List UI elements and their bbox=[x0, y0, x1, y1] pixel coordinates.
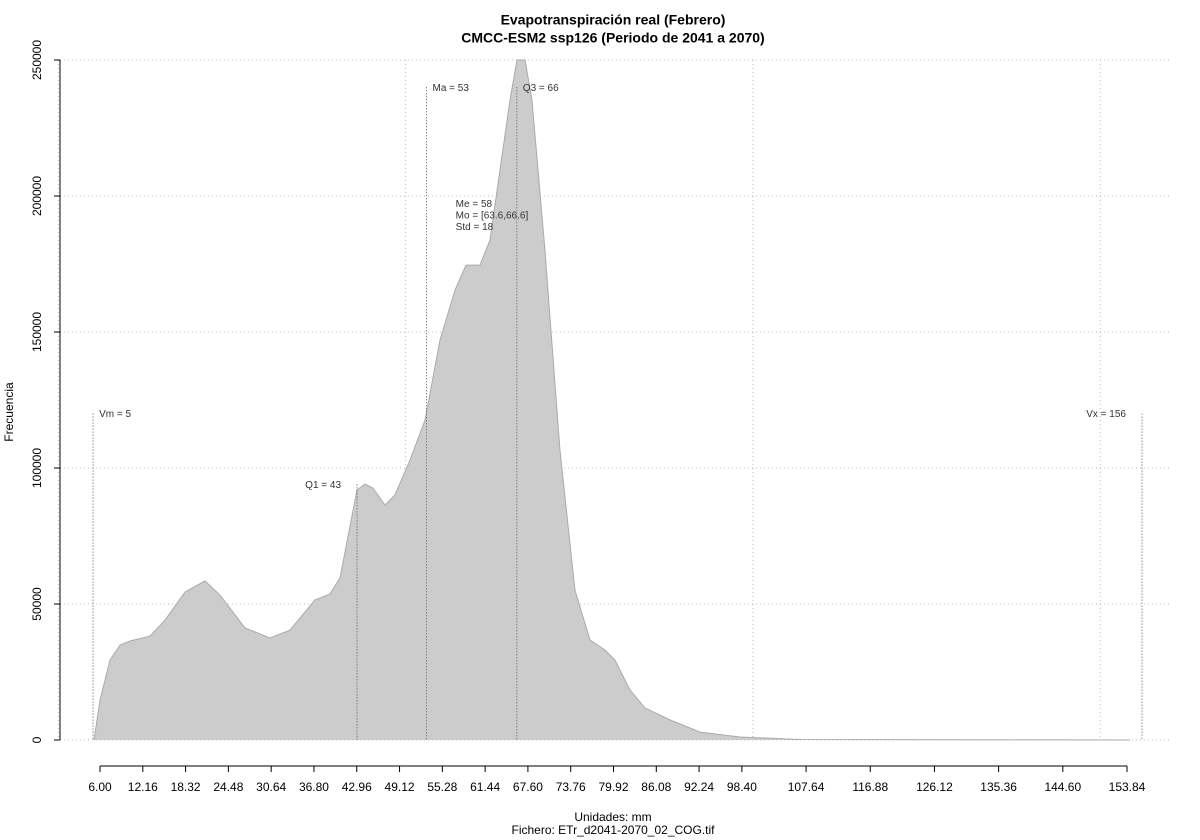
x-tick-label: 30.64 bbox=[256, 780, 286, 794]
x-tick-label: 12.16 bbox=[128, 780, 158, 794]
annotation-label: Ma = 53 bbox=[433, 83, 470, 94]
x-tick-label: 42.96 bbox=[342, 780, 372, 794]
density-line bbox=[93, 59, 1130, 741]
annotation-label: Vx = 156 bbox=[1086, 409, 1126, 420]
annotation-label: Q1 = 43 bbox=[305, 480, 341, 491]
x-tick-label: 92.24 bbox=[684, 780, 714, 794]
annotation-label: Vm = 5 bbox=[99, 409, 131, 420]
y-tick-label: 200000 bbox=[30, 176, 44, 216]
x-tick-label: 126.12 bbox=[916, 780, 953, 794]
footer: Fichero: ETr_d2041-2070_02_COG.tif bbox=[512, 823, 716, 837]
y-tick-label: 0 bbox=[30, 736, 44, 743]
x-axis-label: Unidades: mm bbox=[574, 810, 651, 824]
x-tick-label: 107.64 bbox=[788, 780, 825, 794]
x-tick-label: 61.44 bbox=[470, 780, 500, 794]
x-tick-label: 73.76 bbox=[556, 780, 586, 794]
x-tick-label: 6.00 bbox=[88, 780, 112, 794]
x-tick-label: 49.12 bbox=[385, 780, 415, 794]
x-tick-label: 36.80 bbox=[299, 780, 329, 794]
x-tick-label: 135.36 bbox=[980, 780, 1017, 794]
x-tick-label: 55.28 bbox=[427, 780, 457, 794]
stats-label: Mo = [63.6,66.6] bbox=[456, 210, 529, 221]
x-tick-label: 116.88 bbox=[852, 780, 888, 794]
x-tick-label: 86.08 bbox=[641, 780, 671, 794]
x-tick-label: 98.40 bbox=[727, 780, 757, 794]
density-area bbox=[94, 60, 1130, 740]
x-tick-label: 67.60 bbox=[513, 780, 543, 794]
y-tick-label: 50000 bbox=[30, 587, 44, 621]
x-tick-label: 24.48 bbox=[213, 780, 243, 794]
x-tick-label: 144.60 bbox=[1044, 780, 1081, 794]
y-tick-label: 100000 bbox=[30, 448, 44, 488]
x-tick-label: 18.32 bbox=[171, 780, 201, 794]
y-axis-label: Frecuencia bbox=[2, 382, 16, 442]
chart-subtitle: CMCC-ESM2 ssp126 (Periodo de 2041 a 2070… bbox=[461, 30, 764, 46]
stats-label: Std = 18 bbox=[456, 222, 494, 233]
y-tick-label: 250000 bbox=[30, 40, 44, 80]
chart-title: Evapotranspiración real (Febrero) bbox=[501, 12, 726, 28]
annotation-label: Q3 = 66 bbox=[523, 83, 559, 94]
x-tick-label: 153.84 bbox=[1109, 780, 1146, 794]
x-tick-label: 79.92 bbox=[598, 780, 628, 794]
stats-label: Me = 58 bbox=[456, 199, 493, 210]
y-tick-label: 150000 bbox=[30, 312, 44, 352]
